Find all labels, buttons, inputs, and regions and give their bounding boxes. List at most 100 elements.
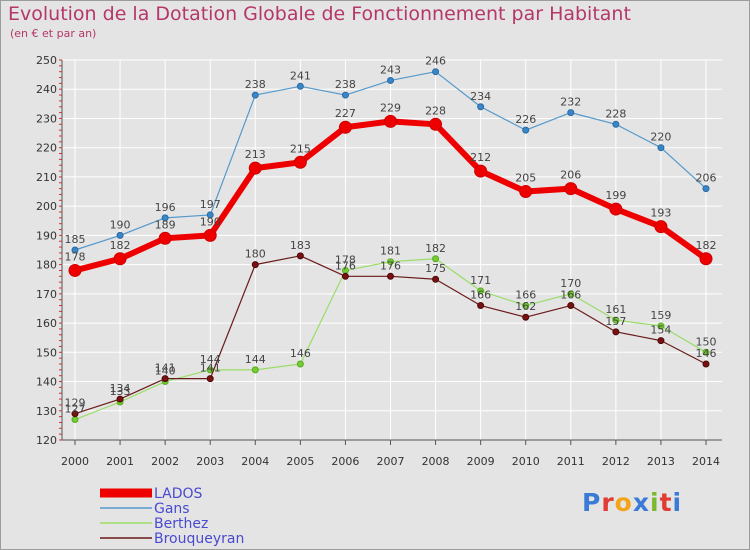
y-tick-label: 180 xyxy=(36,259,57,272)
data-label-gans: 220 xyxy=(650,131,671,144)
y-tick-label: 130 xyxy=(36,405,57,418)
data-label-lados: 178 xyxy=(65,250,86,263)
data-point-lados xyxy=(474,164,488,178)
data-label-lados: 199 xyxy=(605,189,626,202)
y-tick-label: 120 xyxy=(36,434,57,447)
data-point-berthez xyxy=(387,258,394,266)
data-point-lados xyxy=(429,117,443,131)
data-label-lados: 206 xyxy=(560,169,581,182)
data-label-lados: 229 xyxy=(380,101,401,114)
data-point-gans xyxy=(612,120,620,128)
data-label-berthez: 140 xyxy=(155,365,176,378)
data-label-brouqueyran: 141 xyxy=(200,362,221,375)
data-point-lados xyxy=(699,252,713,266)
data-label-gans: 246 xyxy=(425,55,446,68)
data-label-lados: 182 xyxy=(110,239,131,252)
data-label-gans: 232 xyxy=(560,96,581,109)
data-point-berthez xyxy=(657,322,665,330)
data-point-berthez xyxy=(477,287,485,295)
data-label-lados: 215 xyxy=(290,142,311,155)
data-label-brouqueyran: 146 xyxy=(696,347,717,360)
data-label-berthez: 144 xyxy=(200,353,221,366)
logo-letter: i xyxy=(672,488,683,517)
data-label-lados: 228 xyxy=(425,104,446,117)
data-label-berthez: 133 xyxy=(110,385,131,398)
logo-letter: P xyxy=(582,488,602,517)
data-point-berthez xyxy=(567,290,575,298)
logo-letter: t xyxy=(659,488,673,517)
data-label-gans: 226 xyxy=(515,113,536,126)
data-label-lados: 205 xyxy=(515,172,536,185)
data-label-berthez: 127 xyxy=(65,403,86,416)
data-label-brouqueyran: 134 xyxy=(110,382,131,395)
data-point-brouqueyran xyxy=(161,375,169,383)
data-point-gans xyxy=(296,82,304,90)
data-point-gans xyxy=(387,76,394,84)
x-tick-label: 2000 xyxy=(61,455,89,468)
data-point-gans xyxy=(341,91,349,99)
y-tick-label: 200 xyxy=(36,200,57,213)
y-tick-label: 220 xyxy=(36,142,57,155)
data-label-brouqueyran: 141 xyxy=(155,362,176,375)
data-point-berthez xyxy=(71,416,79,424)
data-label-lados: 182 xyxy=(696,239,717,252)
x-tick-label: 2004 xyxy=(241,455,269,468)
y-tick-label: 140 xyxy=(36,376,57,389)
data-point-brouqueyran xyxy=(702,360,710,368)
x-tick-label: 2013 xyxy=(647,455,675,468)
data-point-lados xyxy=(384,114,397,128)
y-tick-label: 150 xyxy=(36,346,57,359)
y-tick-label: 240 xyxy=(36,83,57,96)
data-point-berthez xyxy=(612,316,620,324)
y-tick-label: 160 xyxy=(36,317,57,330)
x-tick-label: 2002 xyxy=(151,455,179,468)
data-label-berthez: 159 xyxy=(650,309,671,322)
data-point-brouqueyran xyxy=(432,275,440,283)
x-tick-label: 2001 xyxy=(106,455,134,468)
data-point-lados xyxy=(203,228,217,242)
data-label-berthez: 146 xyxy=(290,347,311,360)
data-label-berthez: 178 xyxy=(335,253,356,266)
data-label-brouqueyran: 157 xyxy=(605,315,626,328)
data-label-lados: 212 xyxy=(470,151,491,164)
chart-subtitle: (en € et par an) xyxy=(10,27,97,40)
data-point-berthez xyxy=(296,360,304,368)
legend-label-gans: Gans xyxy=(154,501,190,517)
x-tick-label: 2014 xyxy=(692,455,720,468)
y-tick-label: 250 xyxy=(36,54,57,67)
data-label-brouqueyran: 162 xyxy=(515,300,536,313)
data-label-gans: 185 xyxy=(65,233,86,246)
proxiti-logo: Proxiti xyxy=(582,488,682,517)
data-label-gans: 234 xyxy=(470,90,491,103)
data-label-gans: 238 xyxy=(335,78,356,91)
data-point-brouqueyran xyxy=(116,395,124,403)
data-label-berthez: 181 xyxy=(380,245,401,258)
x-tick-label: 2010 xyxy=(512,455,540,468)
logo-letter: x xyxy=(632,488,650,517)
data-label-brouqueyran: 166 xyxy=(560,289,581,302)
x-tick-label: 2005 xyxy=(286,455,314,468)
legend-label-berthez: Berthez xyxy=(154,516,208,532)
data-point-lados xyxy=(654,220,668,234)
x-tick-label: 2009 xyxy=(467,455,495,468)
y-tick-label: 170 xyxy=(36,288,57,301)
data-point-brouqueyran xyxy=(567,302,575,310)
data-point-berthez xyxy=(251,366,259,374)
data-point-gans xyxy=(567,109,575,117)
data-label-berthez: 171 xyxy=(470,274,491,287)
data-point-lados xyxy=(113,252,127,266)
data-label-gans: 197 xyxy=(200,198,221,211)
data-point-lados xyxy=(519,185,533,199)
x-tick-label: 2003 xyxy=(196,455,224,468)
data-point-gans xyxy=(702,185,710,193)
data-label-berthez: 166 xyxy=(515,289,536,302)
chart-title: Evolution de la Dotation Globale de Fonc… xyxy=(8,3,631,25)
data-label-brouqueyran: 176 xyxy=(380,259,401,272)
data-label-gans: 243 xyxy=(380,63,401,76)
data-point-brouqueyran xyxy=(206,375,214,383)
data-point-lados xyxy=(564,182,578,196)
legend-label-lados: LADOS xyxy=(154,486,202,502)
data-label-berthez: 182 xyxy=(425,242,446,255)
data-point-brouqueyran xyxy=(341,272,349,280)
x-tick-label: 2012 xyxy=(602,455,630,468)
